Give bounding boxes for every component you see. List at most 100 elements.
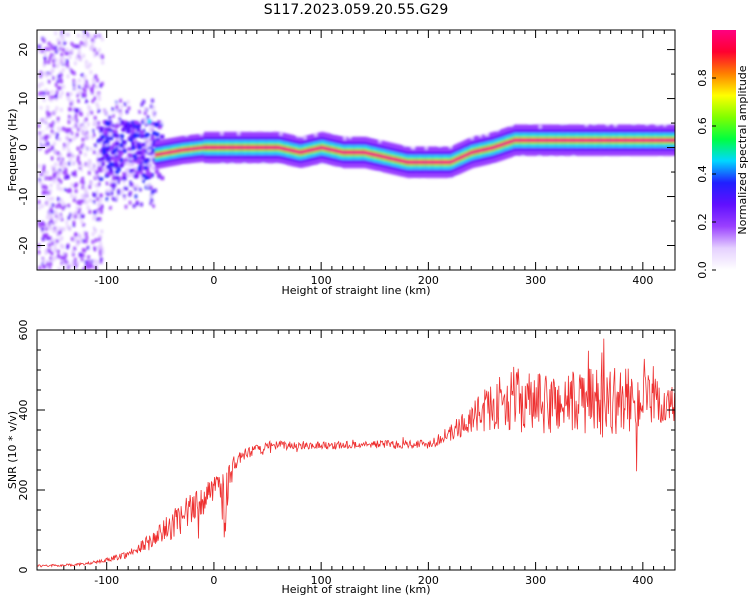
spectrogram-cell [88, 159, 92, 164]
spectrogram-ridge-cell [239, 145, 243, 150]
spectrogram-cell [51, 120, 55, 125]
spectrogram-cell [641, 119, 645, 123]
spectrogram-cell [90, 74, 94, 78]
spectrogram-cell [306, 177, 310, 181]
spectrogram-cell [48, 74, 52, 79]
spectrogram-cell [160, 176, 165, 181]
spectrogram-cell [102, 167, 106, 172]
spectrogram-cell [280, 115, 284, 119]
spectrogram-cell [143, 159, 148, 164]
spectrogram-ridge-cell [647, 138, 651, 143]
spectrogram-cell [55, 132, 59, 137]
spectrogram-cell [100, 33, 104, 38]
spectrogram-cell [114, 197, 118, 202]
spectrogram-cell [92, 83, 96, 88]
spectrogram-cell [180, 112, 184, 116]
spectrogram-ridge-cell [236, 145, 239, 150]
spectrogram-cell [40, 49, 44, 54]
spectrogram-cell [584, 110, 588, 114]
spectrogram-cell [69, 92, 73, 96]
spectrogram-ridge-cell [627, 138, 630, 143]
spectrogram-cell [54, 219, 58, 224]
spectrogram-cell [291, 183, 295, 187]
spectrogram-cell [98, 249, 102, 254]
spectrogram-ridge-cell [322, 145, 325, 150]
spectrogram-cell [193, 111, 197, 115]
spectrogram-cell [91, 78, 95, 83]
spectrogram-cell [59, 198, 63, 203]
spectrogram-ridge-cell [669, 138, 672, 143]
spectrogram-cell [71, 213, 74, 218]
spectrogram-cell [432, 186, 436, 190]
spectrogram-cell [323, 164, 327, 168]
spectrogram-ridge-cell [371, 151, 374, 157]
spectrogram-cell [41, 140, 45, 144]
spectrogram-cell [70, 193, 74, 198]
spectrogram-cell [125, 161, 130, 166]
spectrogram-cell [91, 45, 95, 50]
spectrogram-cell [60, 33, 64, 37]
spectrogram-cell [73, 61, 77, 66]
spectrogram-cell [338, 168, 342, 172]
spectrogram-ridge-cell [431, 160, 434, 165]
spectrogram-ridge-cell [566, 138, 570, 143]
spectrogram-cell [69, 82, 73, 87]
spectrogram-cell [78, 169, 81, 174]
spectrogram-ridge-cell [192, 146, 195, 151]
spectrogram-cell [528, 174, 532, 178]
spectrogram-cell [84, 84, 88, 89]
spectrogram-ridge-cell [206, 145, 209, 150]
spectrogram-cell [111, 196, 115, 201]
spectrogram-cell [243, 114, 247, 117]
spectrogram-cell [188, 184, 192, 188]
spectrogram-ridge-cell [225, 145, 229, 150]
spectrogram-cell [104, 102, 108, 107]
spectrogram-cell [70, 209, 74, 214]
spectrogram-cell [412, 146, 416, 150]
spectrogram-cell [109, 179, 113, 184]
spectrogram-cell [641, 174, 644, 178]
spectrogram-cell [39, 119, 43, 124]
spectrogram-cell [47, 243, 51, 248]
spectrogram-cell [97, 237, 101, 242]
spectrogram-cell [463, 193, 467, 197]
spectrogram-cell [127, 146, 132, 151]
spectrogram-cell [528, 120, 532, 124]
spectrogram-cell [81, 176, 85, 181]
spectrogram-cell [37, 44, 41, 49]
spectrogram-cell [105, 197, 109, 202]
spectrogram-cell [317, 176, 321, 180]
spectrogram-cell [68, 133, 72, 138]
spectrogram-cell [129, 169, 133, 173]
spectrogram-cell [146, 115, 150, 120]
spectrogram-cell [108, 132, 113, 137]
spectrogram-cell [96, 125, 100, 130]
spectrogram-cell [482, 186, 486, 190]
spectrogram-cell [67, 203, 71, 208]
spectrogram-cell [72, 44, 76, 48]
spectrogram-cell [547, 168, 551, 172]
spectrogram-cell [147, 136, 151, 141]
spectrogram-cell [326, 166, 330, 170]
spectrogram-cell [141, 152, 145, 157]
spectrogram-cell [43, 56, 47, 61]
spectrogram-cell [532, 118, 536, 122]
spectrogram-cell [106, 188, 110, 193]
spectrogram-ridge-cell [620, 138, 624, 143]
spectrogram-ridge-cell [499, 142, 503, 148]
snr-xtick-label: 200 [418, 574, 439, 587]
spectrogram-cell [79, 239, 83, 243]
spectrogram-cell [73, 257, 77, 262]
spectrogram-cell [279, 109, 283, 113]
spectrogram-cell [256, 168, 260, 172]
spectrogram-cell [217, 185, 221, 189]
spectrogram-ridge-cell [516, 138, 519, 143]
spectrogram-cell [97, 261, 101, 266]
spectrogram-ridge-cell [584, 138, 588, 143]
spectrogram-cell [60, 191, 64, 196]
spectrogram-cell [94, 147, 98, 152]
spectrogram-cell [116, 157, 120, 162]
spectrogram-cell [62, 60, 66, 65]
spectrogram-cell [72, 266, 76, 270]
spectrogram-cell [336, 187, 339, 191]
